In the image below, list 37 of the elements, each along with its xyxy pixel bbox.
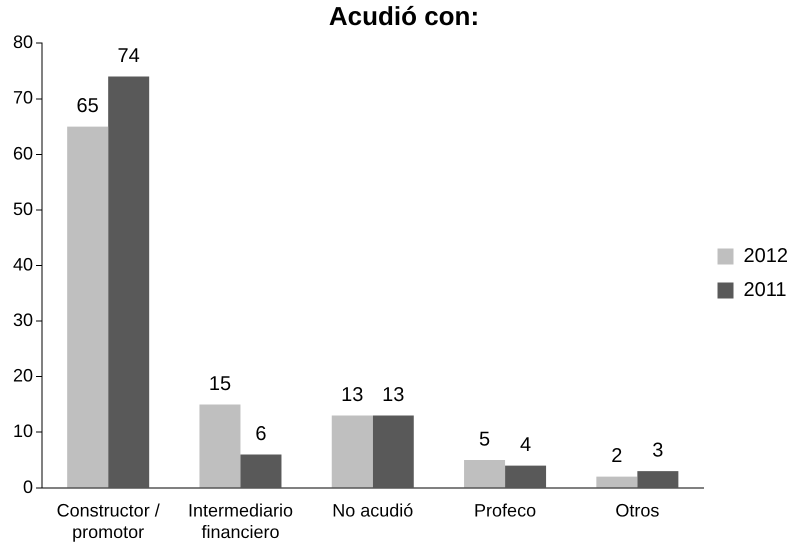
x-tick-label: Profeco [474, 500, 536, 521]
y-tick-label: 40 [12, 254, 34, 274]
data-label: 13 [341, 384, 364, 406]
bar [637, 471, 678, 488]
data-label: 6 [255, 422, 267, 445]
data-label: 74 [118, 45, 140, 68]
x-tick-label: No acudió [332, 500, 414, 521]
chart-title: Acudió con: [328, 0, 480, 31]
bar [505, 466, 546, 488]
data-label: 13 [382, 384, 404, 406]
data-label: 3 [652, 440, 664, 462]
bar [240, 454, 282, 488]
data-label: 2 [611, 445, 622, 468]
x-tick-label: Otros [615, 500, 660, 521]
bar [596, 476, 638, 488]
legend-label: 2012 [744, 245, 788, 268]
data-label: 65 [76, 95, 99, 118]
y-tick-label: 70 [12, 88, 34, 108]
legend-label: 2011 [744, 279, 787, 302]
bar [108, 76, 150, 488]
bar [332, 416, 373, 488]
bar [199, 404, 240, 488]
y-tick-label: 60 [12, 143, 34, 164]
y-tick-label: 10 [12, 421, 34, 442]
data-label: 4 [520, 434, 532, 456]
data-label: 15 [208, 372, 232, 395]
y-tick-label: 30 [12, 310, 34, 330]
y-tick-label: 20 [12, 366, 34, 386]
y-tick-label: 50 [12, 198, 34, 219]
data-label: 5 [478, 428, 490, 451]
bar [67, 126, 108, 488]
y-tick-label: 0 [23, 476, 34, 497]
x-tick-label: Intermediario financiero [188, 500, 293, 542]
y-tick-label: 80 [12, 32, 34, 52]
bar [372, 416, 414, 488]
x-tick-label: Constructor / promotor [56, 500, 160, 542]
bar [464, 460, 506, 488]
